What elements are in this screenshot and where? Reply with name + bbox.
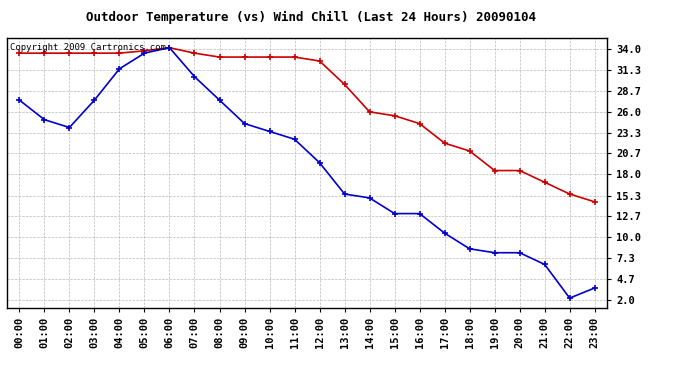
Text: Outdoor Temperature (vs) Wind Chill (Last 24 Hours) 20090104: Outdoor Temperature (vs) Wind Chill (Las… [86,11,535,24]
Text: Copyright 2009 Cartronics.com: Copyright 2009 Cartronics.com [10,43,166,52]
